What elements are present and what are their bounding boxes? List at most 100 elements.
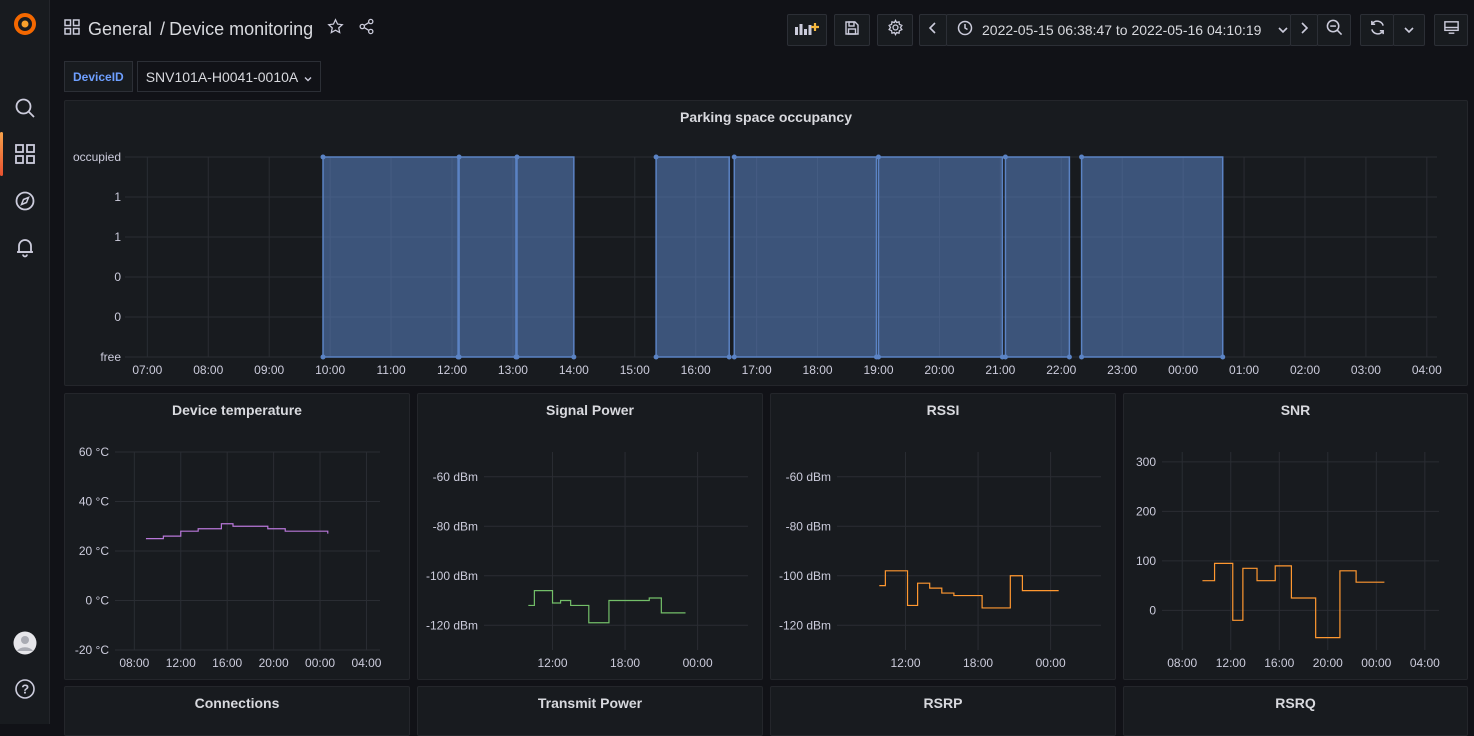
y-tick-label: 300 (1136, 455, 1156, 469)
state-change-point (1079, 354, 1085, 360)
save-icon (844, 20, 860, 41)
y-tick-label: -120 dBm (426, 618, 478, 632)
rssi-chart: 12:00 18:00 00:00 -60 dBm -80 dBm -100 dBm -12… (779, 452, 1101, 670)
star-icon[interactable] (327, 18, 344, 40)
x-tick-label: 14:00 (559, 363, 589, 377)
alerting-icon[interactable] (11, 233, 39, 261)
x-tick-label: 23:00 (1107, 363, 1137, 377)
occupied-interval-bar (733, 156, 878, 358)
breadcrumb: General / Device monitoring (64, 18, 375, 40)
state-change-point (1220, 354, 1226, 360)
save-dashboard-button[interactable] (834, 14, 870, 46)
device-id-value: SNV101A-H0041-0010A (145, 68, 299, 85)
panel-title: Connections (194, 695, 280, 711)
state-change-point (456, 154, 462, 160)
x-tick-label: 15:00 (620, 363, 650, 377)
panel-title: Parking space occupancy (680, 109, 852, 125)
explore-icon[interactable] (11, 187, 39, 215)
state-change-point (1079, 154, 1085, 160)
x-tick-label: 12:00 (1216, 656, 1246, 670)
user-avatar-icon[interactable] (11, 629, 39, 657)
variable-label: DeviceID (64, 61, 133, 92)
active-nav-indicator (0, 132, 3, 176)
zoom-out-button[interactable] (1317, 14, 1351, 46)
y-tick-label: 1 (114, 230, 121, 244)
y-tick-label: free (100, 350, 121, 364)
occupied-interval-bar (1004, 156, 1071, 358)
tv-mode-button[interactable] (1434, 14, 1468, 46)
page-title[interactable]: Device monitoring (169, 18, 314, 39)
tv-mode-icon (1443, 19, 1460, 41)
state-change-point (1002, 354, 1008, 360)
x-tick-label: 08:00 (119, 656, 149, 670)
panel-signal-power[interactable]: Signal Power 12:00 18:00 00:00 -60 dBm -80 d… (417, 393, 763, 680)
panel-title: RSSI (926, 402, 960, 418)
state-change-point (731, 154, 737, 160)
x-tick-label: 20:00 (1313, 656, 1343, 670)
device-id-select[interactable]: SNV101A-H0041-0010A (136, 61, 322, 92)
grafana-logo-icon[interactable] (11, 10, 39, 38)
state-change-point (653, 154, 659, 160)
panel-snr[interactable]: SNR 08:00 12:00 16:00 20:00 00:00 04:00 300 200… (1123, 393, 1468, 680)
panel-device-temperature[interactable]: Device temperature 08:00 12:00 16:00 20:00 0… (64, 393, 410, 680)
state-change-point (1066, 354, 1072, 360)
y-tick-label: 40 °C (79, 495, 109, 509)
occupied-interval-bar (516, 156, 575, 358)
state-change-point (726, 354, 732, 360)
add-panel-button[interactable] (787, 14, 827, 46)
y-tick-label: -60 dBm (433, 470, 478, 484)
occupied-interval-bar (322, 156, 459, 358)
panel-parking-occupancy[interactable]: Parking space occupancy 07:00 08:00 09:00 1… (64, 100, 1468, 386)
series-line (528, 590, 686, 624)
panel-transmit-power[interactable]: Transmit Power (417, 686, 763, 736)
x-tick-label: 22:00 (1046, 363, 1076, 377)
refresh-icon (1369, 19, 1386, 41)
clock-icon (957, 20, 973, 41)
y-tick-label: 0 °C (86, 594, 110, 608)
time-range-picker[interactable]: 2022-05-15 06:38:47 to 2022-05-16 04:10:… (946, 14, 1291, 46)
zoom-out-icon (1326, 19, 1343, 41)
state-change-point (320, 354, 326, 360)
chevron-down-icon (304, 69, 312, 85)
x-tick-label: 08:00 (1167, 656, 1197, 670)
panel-rsrq[interactable]: RSRQ (1123, 686, 1468, 736)
panel-title: Signal Power (546, 402, 634, 418)
x-tick-label: 07:00 (132, 363, 162, 377)
occupied-interval-bar (655, 156, 730, 358)
help-icon[interactable]: ? (11, 675, 39, 703)
search-icon[interactable] (11, 94, 39, 122)
state-change-point (1002, 154, 1008, 160)
x-tick-label: 04:00 (351, 656, 381, 670)
time-shift-forward-button[interactable] (1290, 14, 1318, 46)
share-icon[interactable] (358, 18, 375, 40)
x-tick-label: 16:00 (681, 363, 711, 377)
x-tick-label: 00:00 (683, 656, 713, 670)
chevron-down-icon (1278, 21, 1289, 39)
x-tick-label: 12:00 (891, 656, 921, 670)
occupied-interval-bar (458, 156, 517, 358)
x-tick-label: 18:00 (803, 363, 833, 377)
panel-connections[interactable]: Connections (64, 686, 410, 736)
dashboard-settings-button[interactable] (877, 14, 913, 46)
time-shift-back-button[interactable] (919, 14, 947, 46)
panel-rsrp[interactable]: RSRP (770, 686, 1116, 736)
x-tick-label: 20:00 (259, 656, 289, 670)
x-tick-label: 18:00 (610, 656, 640, 670)
state-change-point (320, 154, 326, 160)
y-tick-label: -60 dBm (786, 470, 831, 484)
y-tick-label: 20 °C (79, 544, 109, 558)
y-tick-label: 0 (114, 310, 121, 324)
panel-title: RSRP (923, 695, 963, 711)
dashboards-icon[interactable] (11, 140, 39, 168)
refresh-button[interactable] (1360, 14, 1394, 46)
breadcrumb-separator: / (160, 18, 166, 39)
state-change-point (731, 354, 737, 360)
breadcrumb-folder[interactable]: General (88, 18, 153, 39)
refresh-interval-picker[interactable] (1393, 14, 1425, 46)
panel-rssi[interactable]: RSSI 12:00 18:00 00:00 -60 dBm -80 dBm -100 d… (770, 393, 1116, 680)
panel-title: Device temperature (172, 402, 302, 418)
state-change-point (571, 354, 577, 360)
occupancy-chart: 07:00 08:00 09:00 10:00 11:00 12:00 13:00 14:00… (73, 150, 1442, 377)
y-tick-label: 200 (1136, 504, 1156, 518)
x-tick-label: 01:00 (1229, 363, 1259, 377)
